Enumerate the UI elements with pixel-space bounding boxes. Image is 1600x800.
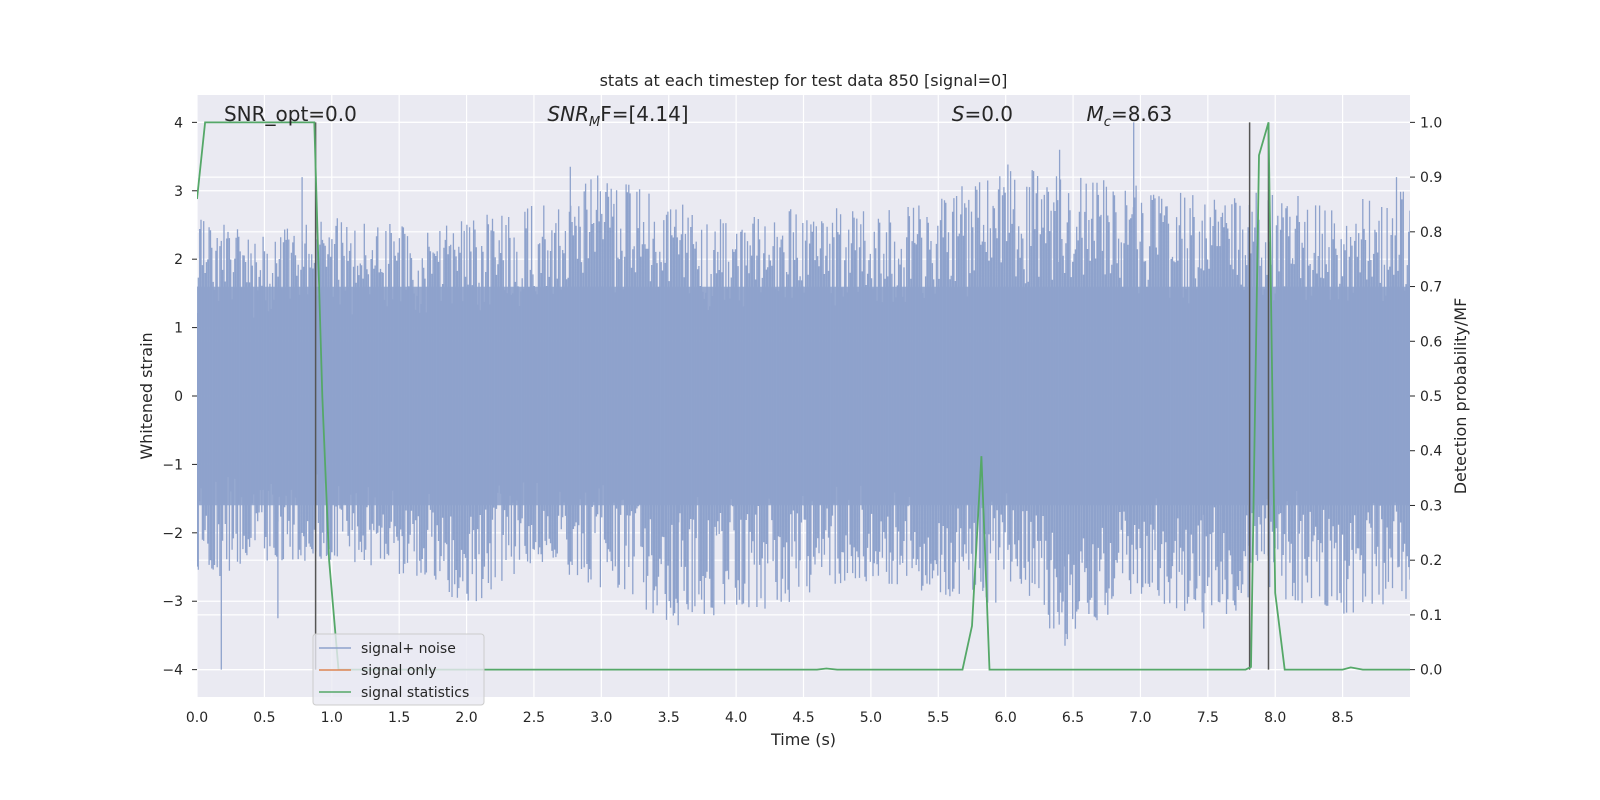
- x-tick-label: 0.5: [253, 710, 275, 726]
- annotation-mc-sub: c: [1104, 115, 1111, 130]
- y-right-tick-label: 0.9: [1420, 170, 1442, 186]
- annotation-s-rest: =0.0: [964, 102, 1013, 126]
- annotation-snr-mf-sub: M: [589, 115, 600, 130]
- legend-entry-signal-only: signal only: [361, 663, 436, 679]
- y-right-tick-label: 0.6: [1420, 334, 1442, 350]
- x-tick-label: 8.0: [1264, 710, 1286, 726]
- x-tick-label: 7.5: [1197, 710, 1219, 726]
- annotation-snr-mf-rest: F=[4.14]: [600, 102, 688, 126]
- y-tick-label: −2: [162, 526, 183, 542]
- y-axis-label: Whitened strain: [137, 332, 156, 459]
- y-tick-label: −4: [162, 663, 183, 679]
- x-tick-label: 6.0: [995, 710, 1017, 726]
- signal-noise-core: [197, 286, 1410, 506]
- signal-statistics-series: [197, 121, 1410, 671]
- vertical-markers: [314, 122, 1270, 670]
- signal-statistics-line: [197, 121, 1410, 671]
- annotation-s-var: S: [952, 102, 965, 126]
- y-tick-label: −3: [162, 594, 183, 610]
- y-right-tick-label: 0.5: [1420, 389, 1442, 405]
- x-axis-ticks: 0.0 0.5 1.0 1.5 2.0 2.5 3.0 3.5 4.0 4.5 5.0 5.5 6.0 6…: [186, 710, 1354, 726]
- y-axis-ticks: 4 3 2 1 0 −1 −2 −3 −4: [162, 115, 197, 679]
- y-right-tick-label: 0.0: [1420, 663, 1442, 679]
- legend-box: [312, 633, 485, 706]
- x-tick-label: 4.0: [725, 710, 747, 726]
- legend: signal+ noise signal only signal statist…: [312, 633, 485, 706]
- y-tick-label: −1: [162, 457, 183, 473]
- y-right-tick-label: 0.2: [1420, 553, 1442, 569]
- annotation-snr-mf: SNRMF=[4.14]: [547, 102, 688, 130]
- y-tick-label: 1: [174, 321, 183, 337]
- x-tick-label: 1.5: [388, 710, 410, 726]
- y-axis-right-ticks: 1.0 0.9 0.8 0.7 0.6 0.5 0.4 0.3 0.2 0.1 0.0: [1410, 115, 1442, 679]
- x-tick-label: 8.5: [1331, 710, 1353, 726]
- x-tick-label: 0.0: [186, 710, 208, 726]
- x-axis-label: Time (s): [770, 730, 836, 749]
- annotation-mc: Mc=8.63: [1087, 102, 1173, 130]
- signal-noise-series: [197, 122, 1410, 670]
- x-tick-label: 7.0: [1129, 710, 1151, 726]
- x-tick-label: 3.5: [658, 710, 680, 726]
- x-tick-label: 1.0: [321, 710, 343, 726]
- y-right-tick-label: 1.0: [1420, 115, 1442, 131]
- legend-entry-signal-noise: signal+ noise: [361, 641, 456, 657]
- y-right-tick-label: 0.4: [1420, 444, 1442, 460]
- chart-title: stats at each timestep for test data 850…: [600, 71, 1008, 90]
- x-tick-label: 2.5: [523, 710, 545, 726]
- y-right-tick-label: 0.7: [1420, 280, 1442, 296]
- x-tick-label: 6.5: [1062, 710, 1084, 726]
- annotation-snr-mf-base: SNR: [547, 102, 589, 126]
- y-tick-label: 0: [174, 389, 183, 405]
- x-tick-label: 5.5: [927, 710, 949, 726]
- x-tick-label: 4.5: [792, 710, 814, 726]
- annotation-snr-opt: SNR_opt=0.0: [224, 102, 357, 126]
- annotation-mc-base: M: [1087, 102, 1104, 126]
- y-right-tick-label: 0.1: [1420, 608, 1442, 624]
- x-tick-label: 2.0: [455, 710, 477, 726]
- x-tick-label: 3.0: [590, 710, 612, 726]
- y-tick-label: 3: [174, 184, 183, 200]
- y-right-tick-label: 0.3: [1420, 498, 1442, 514]
- y-tick-label: 4: [174, 115, 183, 131]
- y-right-tick-label: 0.8: [1420, 225, 1442, 241]
- legend-entry-signal-statistics: signal statistics: [361, 685, 469, 701]
- y-axis-right-label: Detection probability/MF: [1451, 298, 1470, 495]
- y-tick-label: 2: [174, 252, 183, 268]
- x-tick-label: 5.0: [860, 710, 882, 726]
- annotation-mc-rest: =8.63: [1111, 102, 1172, 126]
- annotation-s: S=0.0: [952, 102, 1013, 126]
